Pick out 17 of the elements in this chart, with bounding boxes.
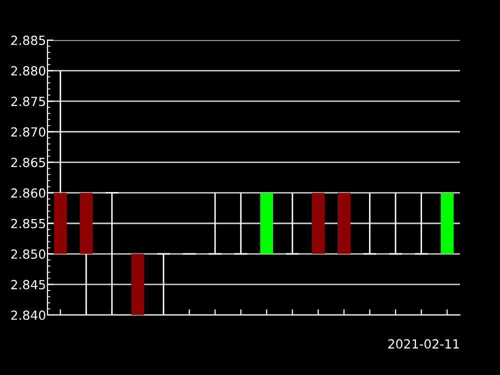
y-tick-label: 2.885 [11, 36, 46, 46]
y-tick-label: 2.845 [11, 280, 46, 290]
y-tick-label: 2.870 [11, 127, 46, 137]
text: 2021-02-11 [388, 339, 459, 349]
candlestick [388, 192, 403, 255]
y-tick-label: 2.860 [11, 188, 46, 198]
y-tick-label: 2.875 [11, 96, 46, 106]
candlestick [234, 192, 248, 255]
candlestick [362, 192, 377, 255]
y-tick-label: 2.855 [11, 218, 46, 228]
y-tick-label: 2.840 [11, 310, 46, 320]
candlestick [208, 192, 222, 255]
candlestick [285, 192, 300, 255]
candlestick [414, 192, 428, 255]
y-tick-label: 2.850 [11, 249, 46, 259]
y-tick-label: 2.880 [11, 66, 46, 76]
y-tick-label: 2.865 [11, 158, 46, 168]
